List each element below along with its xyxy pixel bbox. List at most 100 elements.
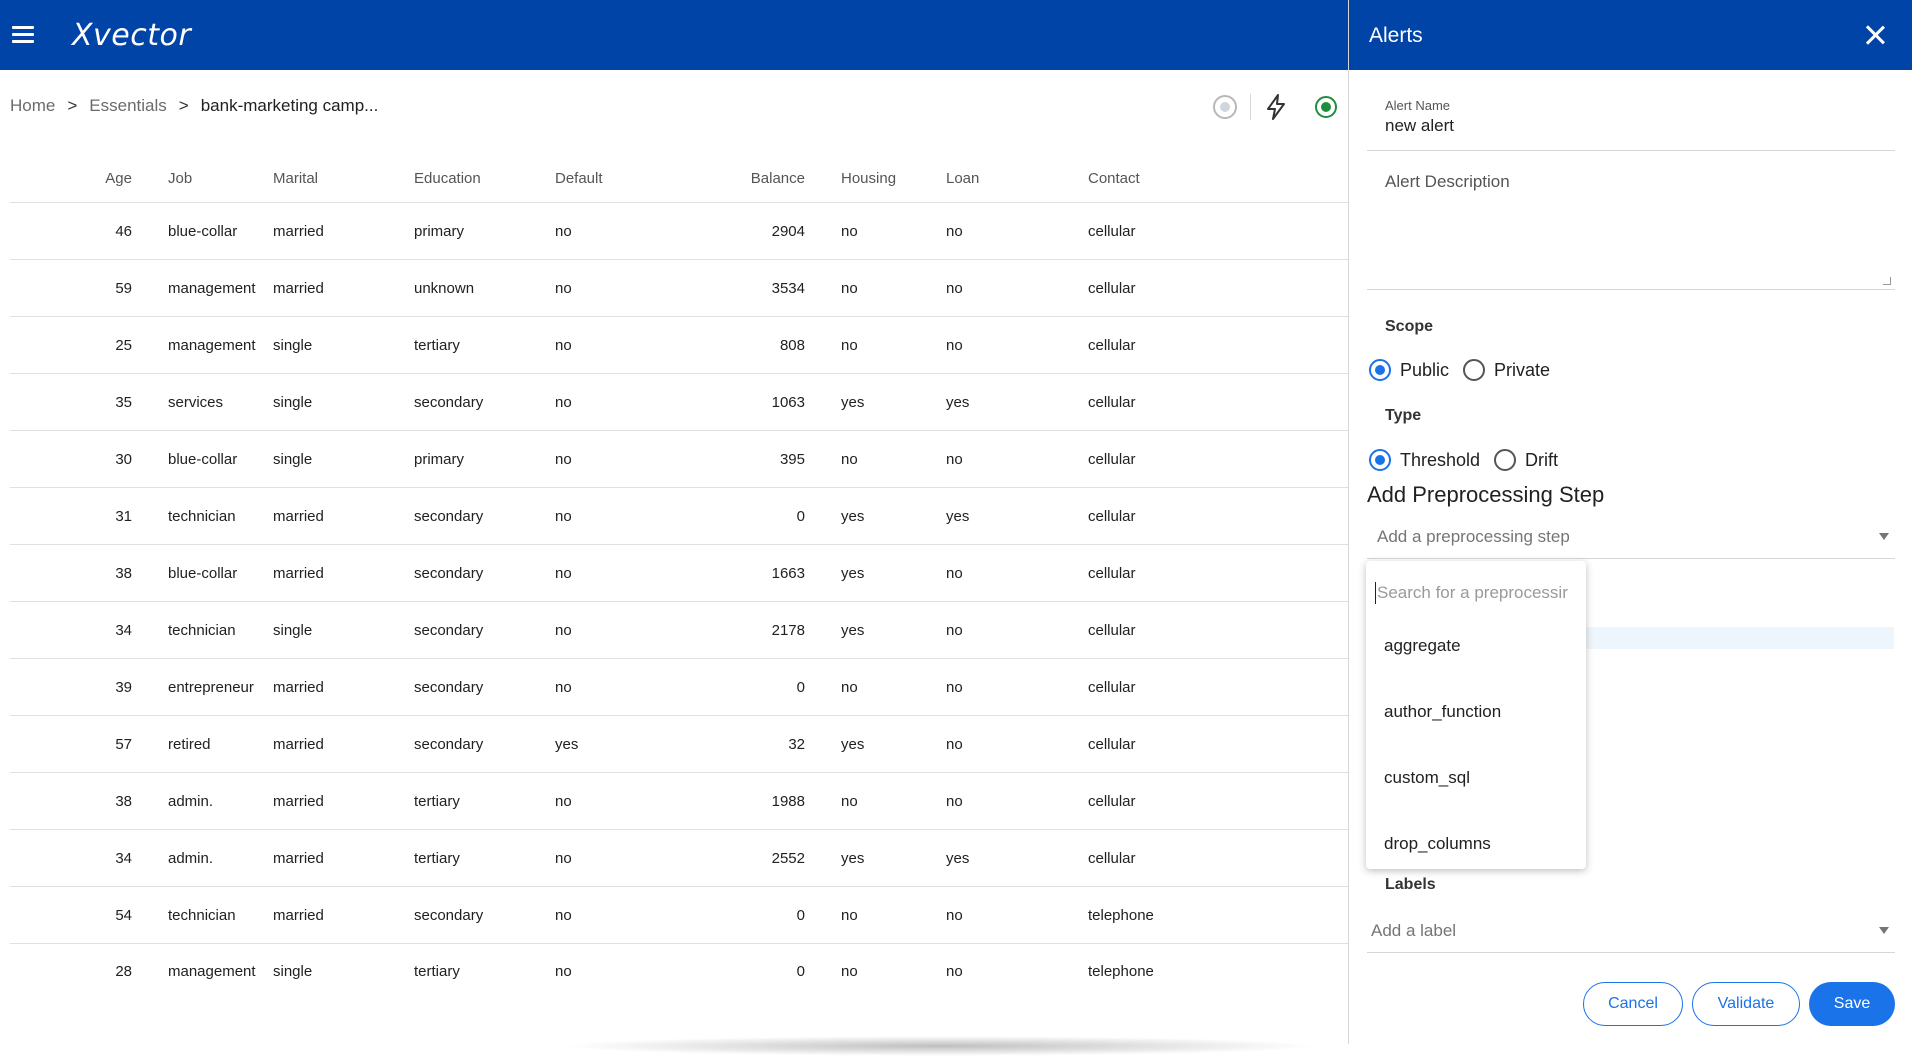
breadcrumb-separator: >	[67, 96, 78, 115]
cell-balance: 2178	[771, 621, 805, 639]
cell-housing: no	[841, 222, 858, 240]
table-row[interactable]: 31 technician married secondary no 0 yes yes cel…	[10, 488, 1348, 545]
table-row[interactable]: 59 management married unknown no 3534 no no cell…	[10, 260, 1348, 317]
record-status-icon	[1315, 96, 1337, 118]
cell-marital: married	[273, 735, 324, 753]
breadcrumb-home[interactable]: Home	[10, 96, 56, 115]
labels-label: Labels	[1385, 876, 1436, 893]
cell-default: no	[555, 849, 572, 867]
toolbar-divider	[1250, 94, 1251, 120]
column-header-loan[interactable]: Loan	[946, 170, 980, 187]
cell-job: admin.	[168, 792, 214, 810]
theme-toggle-button[interactable]	[1200, 92, 1250, 122]
cell-education: unknown	[414, 279, 475, 297]
labels-select-placeholder: Add a label	[1371, 920, 1457, 940]
cell-default: no	[555, 393, 572, 411]
app-logo[interactable]: Xvector	[72, 18, 192, 53]
breadcrumb-separator: >	[178, 96, 189, 115]
column-header-marital[interactable]: Marital	[273, 170, 319, 187]
close-icon[interactable]	[1864, 24, 1886, 46]
cell-marital: married	[273, 792, 324, 810]
table-row[interactable]: 35 services single secondary no 1063 yes yes cel…	[10, 374, 1348, 431]
cell-contact: cellular	[1088, 735, 1136, 753]
cell-marital: married	[273, 906, 324, 924]
cell-age: 30	[115, 450, 132, 468]
cell-age: 35	[115, 393, 132, 411]
hamburger-menu-icon[interactable]	[12, 26, 34, 44]
status-indicator[interactable]	[1301, 92, 1351, 122]
table-row[interactable]: 38 blue-collar married secondary no 1663 yes no…	[10, 545, 1348, 602]
scope-private-label[interactable]: Private	[1494, 359, 1551, 380]
preprocessing-option-aggregate[interactable]: aggregate	[1384, 636, 1461, 655]
table-row[interactable]: 34 admin. married tertiary no 2552 yes yes cellu…	[10, 830, 1348, 887]
cell-contact: telephone	[1088, 963, 1154, 980]
cell-education: tertiary	[414, 849, 460, 867]
column-header-contact[interactable]: Contact	[1088, 170, 1140, 187]
validate-button[interactable]: Validate	[1692, 982, 1800, 1026]
cell-default: no	[555, 222, 572, 240]
preprocessing-select[interactable]: Add a preprocessing step	[1367, 515, 1895, 559]
cell-balance: 2552	[771, 849, 805, 867]
preprocessing-option-drop-columns[interactable]: drop_columns	[1384, 834, 1491, 853]
cell-education: tertiary	[414, 963, 460, 980]
cell-job: blue-collar	[168, 450, 238, 468]
table-body: 46 blue-collar married primary no 2904 no no cel…	[10, 203, 1348, 980]
column-header-age[interactable]: Age	[105, 170, 132, 187]
alert-description-field[interactable]: Alert Description	[1367, 166, 1895, 290]
table-row[interactable]: 34 technician single secondary no 2178 yes no ce…	[10, 602, 1348, 659]
table-row[interactable]: 30 blue-collar single primary no 395 no no cellu…	[10, 431, 1348, 488]
cell-job: technician	[168, 906, 236, 924]
scope-private-radio[interactable]	[1463, 359, 1486, 381]
alert-description-placeholder: Alert Description	[1385, 172, 1510, 191]
breadcrumb-essentials[interactable]: Essentials	[89, 96, 167, 115]
cell-education: secondary	[414, 735, 484, 753]
scope-public-radio[interactable]	[1369, 359, 1391, 381]
scope-public-label[interactable]: Public	[1400, 359, 1450, 380]
cell-housing: no	[841, 450, 858, 468]
table-row[interactable]: 54 technician married secondary no 0 no no telep…	[10, 887, 1348, 944]
column-header-education[interactable]: Education	[414, 170, 481, 187]
preprocessing-search-placeholder: Search for a preprocessir	[1377, 583, 1568, 602]
table-row[interactable]: 57 retired married secondary yes 32 yes no cellu…	[10, 716, 1348, 773]
type-threshold-radio[interactable]	[1369, 449, 1391, 471]
cell-balance: 1663	[771, 564, 805, 582]
type-threshold-label[interactable]: Threshold	[1400, 449, 1481, 470]
table-row[interactable]: 38 admin. married tertiary no 1988 no no cellula…	[10, 773, 1348, 830]
table-row[interactable]: 28 management single tertiary no 0 no no telepho…	[10, 944, 1348, 980]
cell-job: technician	[168, 507, 236, 525]
table-row[interactable]: 39 entrepreneur married secondary no 0 no no cel…	[10, 659, 1348, 716]
type-drift-label[interactable]: Drift	[1525, 449, 1559, 470]
cell-education: secondary	[414, 507, 484, 525]
save-button[interactable]: Save	[1809, 982, 1895, 1026]
cell-age: 38	[115, 792, 132, 810]
actions-button[interactable]	[1251, 92, 1301, 122]
column-header-balance[interactable]: Balance	[750, 170, 805, 187]
cell-housing: yes	[841, 393, 865, 411]
preprocessing-option-author-function[interactable]: author_function	[1384, 702, 1502, 721]
cell-age: 46	[115, 222, 132, 240]
cell-contact: cellular	[1088, 564, 1136, 582]
labels-select[interactable]: Add a label	[1367, 909, 1895, 953]
preprocessing-option-custom-sql[interactable]: custom_sql	[1384, 768, 1470, 787]
type-drift-radio[interactable]	[1494, 449, 1517, 471]
cell-loan: no	[946, 336, 963, 354]
table-row[interactable]: 25 management single tertiary no 808 no no cellu…	[10, 317, 1348, 374]
cell-housing: yes	[841, 849, 865, 867]
cell-housing: no	[841, 678, 858, 696]
cell-job: technician	[168, 621, 236, 639]
preprocessing-search-input[interactable]: Search for a preprocessir	[1374, 573, 1578, 613]
cell-education: tertiary	[414, 792, 460, 810]
alert-name-field[interactable]: Alert Name new alert	[1367, 96, 1895, 151]
cancel-button[interactable]: Cancel	[1583, 982, 1683, 1026]
alert-name-input[interactable]: new alert	[1385, 116, 1454, 135]
cell-marital: married	[273, 678, 324, 696]
column-header-housing[interactable]: Housing	[841, 170, 897, 187]
sun-icon	[1213, 95, 1237, 119]
column-header-job[interactable]: Job	[168, 170, 193, 187]
cell-contact: cellular	[1088, 393, 1136, 411]
resize-handle-icon[interactable]	[1883, 277, 1891, 285]
column-header-default[interactable]: Default	[555, 170, 603, 187]
table-row[interactable]: 46 blue-collar married primary no 2904 no no cel…	[10, 203, 1348, 260]
scope-label: Scope	[1385, 318, 1434, 335]
cell-default: yes	[555, 735, 579, 753]
